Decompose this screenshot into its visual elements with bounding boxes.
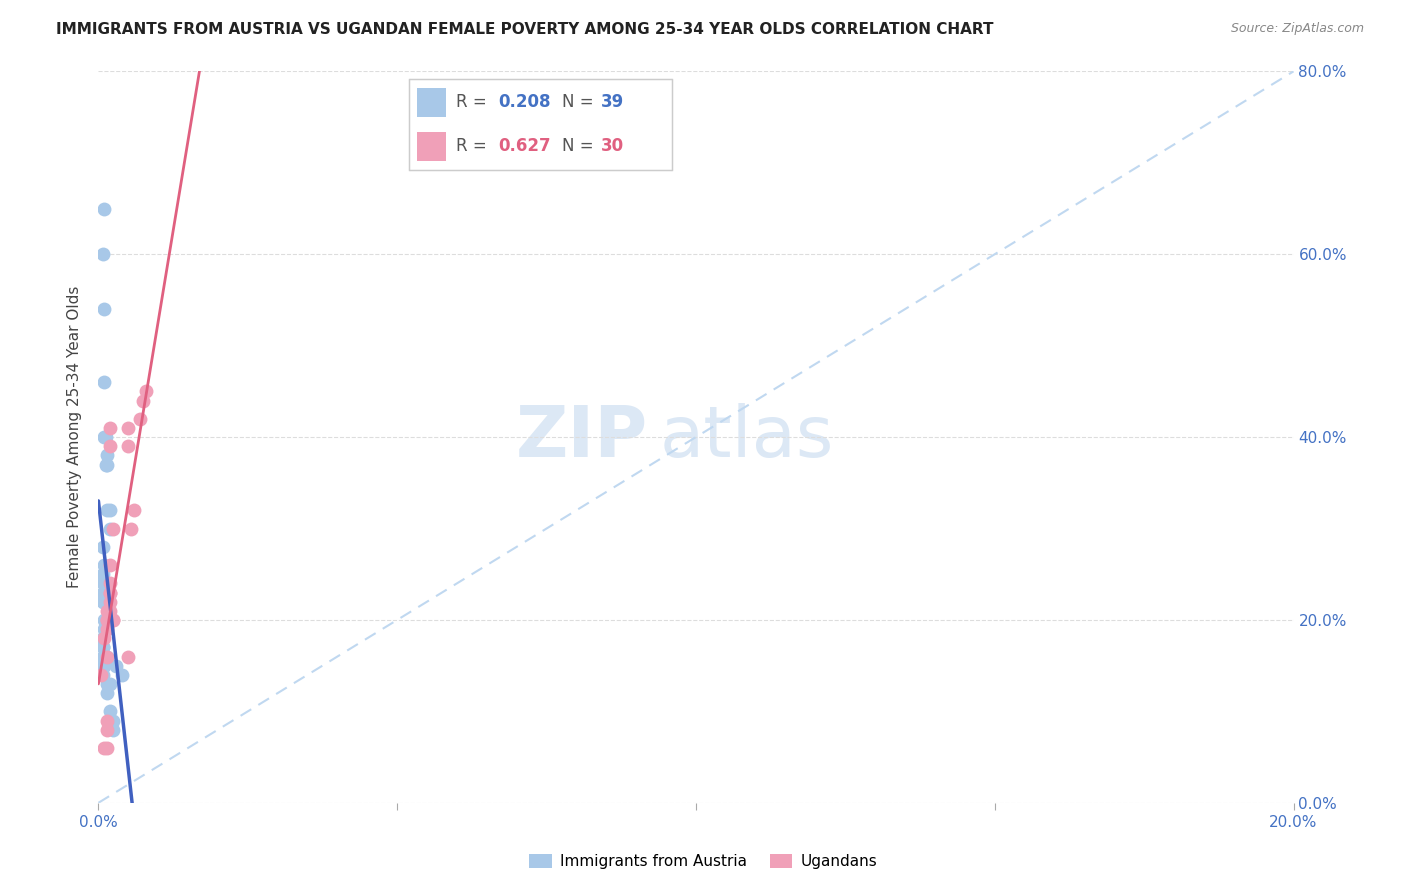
Point — [132, 393, 155, 408]
Point — [100, 503, 122, 517]
Point — [96, 714, 118, 728]
Point — [93, 622, 115, 636]
Point — [111, 667, 134, 681]
Point — [103, 613, 125, 627]
Point — [93, 594, 115, 608]
Point — [124, 503, 146, 517]
Point — [91, 640, 114, 655]
Point — [96, 503, 118, 517]
Point — [90, 667, 112, 681]
Point — [96, 449, 118, 463]
Point — [100, 677, 122, 691]
Point — [94, 430, 117, 444]
Point — [100, 585, 122, 599]
Point — [103, 723, 125, 737]
Point — [100, 576, 122, 591]
Point — [94, 458, 117, 472]
Text: atlas: atlas — [661, 402, 835, 472]
Point — [93, 558, 115, 573]
Point — [93, 649, 115, 664]
Point — [91, 540, 114, 554]
Point — [103, 714, 125, 728]
Point — [100, 421, 122, 435]
Y-axis label: Female Poverty Among 25-34 Year Olds: Female Poverty Among 25-34 Year Olds — [67, 286, 83, 588]
Point — [91, 667, 114, 681]
Point — [93, 632, 115, 646]
Text: ZIP: ZIP — [516, 402, 648, 472]
Point — [93, 301, 115, 317]
Point — [93, 658, 115, 673]
Point — [96, 594, 118, 608]
Point — [96, 686, 118, 700]
Point — [117, 649, 139, 664]
Point — [100, 439, 122, 453]
Legend: Immigrants from Austria, Ugandans: Immigrants from Austria, Ugandans — [523, 848, 883, 875]
Point — [93, 376, 115, 390]
Point — [103, 521, 125, 535]
Point — [96, 458, 118, 472]
Point — [91, 585, 114, 599]
Point — [100, 558, 122, 573]
Point — [103, 613, 125, 627]
Point — [91, 649, 114, 664]
Point — [93, 613, 115, 627]
Point — [91, 247, 114, 261]
Point — [96, 677, 118, 691]
Point — [129, 412, 152, 426]
Point — [117, 439, 139, 453]
Text: Source: ZipAtlas.com: Source: ZipAtlas.com — [1230, 22, 1364, 36]
Point — [96, 613, 118, 627]
Point — [96, 740, 118, 755]
Point — [100, 705, 122, 719]
Point — [96, 723, 118, 737]
Point — [135, 384, 157, 399]
Point — [96, 649, 118, 664]
Point — [91, 640, 114, 655]
Point — [105, 658, 128, 673]
Point — [96, 613, 118, 627]
Point — [96, 622, 118, 636]
Point — [100, 594, 122, 608]
Point — [91, 658, 114, 673]
Point — [91, 567, 114, 582]
Point — [96, 649, 118, 664]
Point — [100, 521, 122, 535]
Point — [91, 576, 114, 591]
Point — [93, 740, 115, 755]
Point — [117, 421, 139, 435]
Point — [93, 430, 115, 444]
Text: IMMIGRANTS FROM AUSTRIA VS UGANDAN FEMALE POVERTY AMONG 25-34 YEAR OLDS CORRELAT: IMMIGRANTS FROM AUSTRIA VS UGANDAN FEMAL… — [56, 22, 994, 37]
Point — [91, 632, 114, 646]
Point — [91, 594, 114, 608]
Point — [93, 202, 115, 216]
Point — [96, 604, 118, 618]
Point — [100, 585, 122, 599]
Point — [100, 604, 122, 618]
Point — [120, 521, 142, 535]
